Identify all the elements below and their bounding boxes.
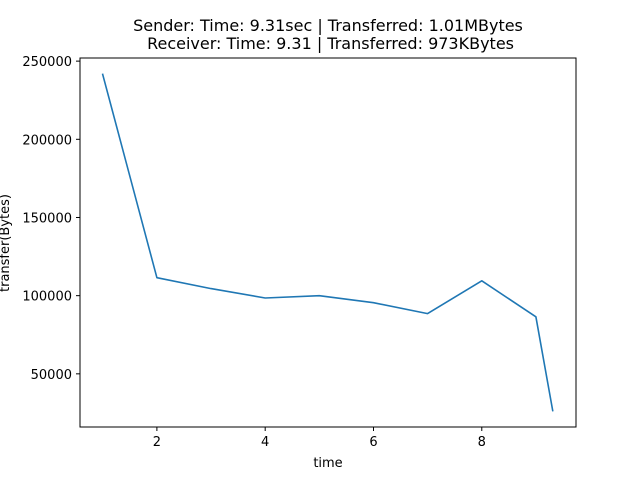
y-tick-label: 150000 [22,211,72,226]
x-tick-label: 8 [478,435,486,450]
y-tick-label: 200000 [22,133,72,148]
x-tick-label: 4 [261,435,269,450]
series-layer [101,73,554,412]
chart-title-line-1: Sender: Time: 9.31sec | Transferred: 1.0… [133,16,523,35]
y-tick-label: 250000 [22,55,72,70]
x-axis-label: time [313,456,342,471]
y-tick-label: 100000 [22,290,72,305]
plot-frame [79,57,577,428]
y-axis-ticks: 50000 100000 150000 200000 250000 [22,55,80,383]
data-point [373,302,375,304]
data-point [535,316,537,318]
data-point [264,297,266,299]
data-point [481,280,483,282]
series-line [101,73,554,412]
data-point [427,313,429,315]
data-point [102,74,104,76]
data-point [319,295,321,297]
data-point [156,277,158,279]
x-tick-label: 2 [153,435,161,450]
x-axis-ticks: 2 4 6 8 [153,427,486,450]
data-point [210,288,212,290]
x-tick-label: 6 [369,435,377,450]
chart-title-line-2: Receiver: Time: 9.31 | Transferred: 973K… [142,34,514,53]
data-point [552,410,554,412]
y-tick-label: 50000 [31,368,72,383]
y-axis-label: transfer(Bytes) [0,194,13,292]
